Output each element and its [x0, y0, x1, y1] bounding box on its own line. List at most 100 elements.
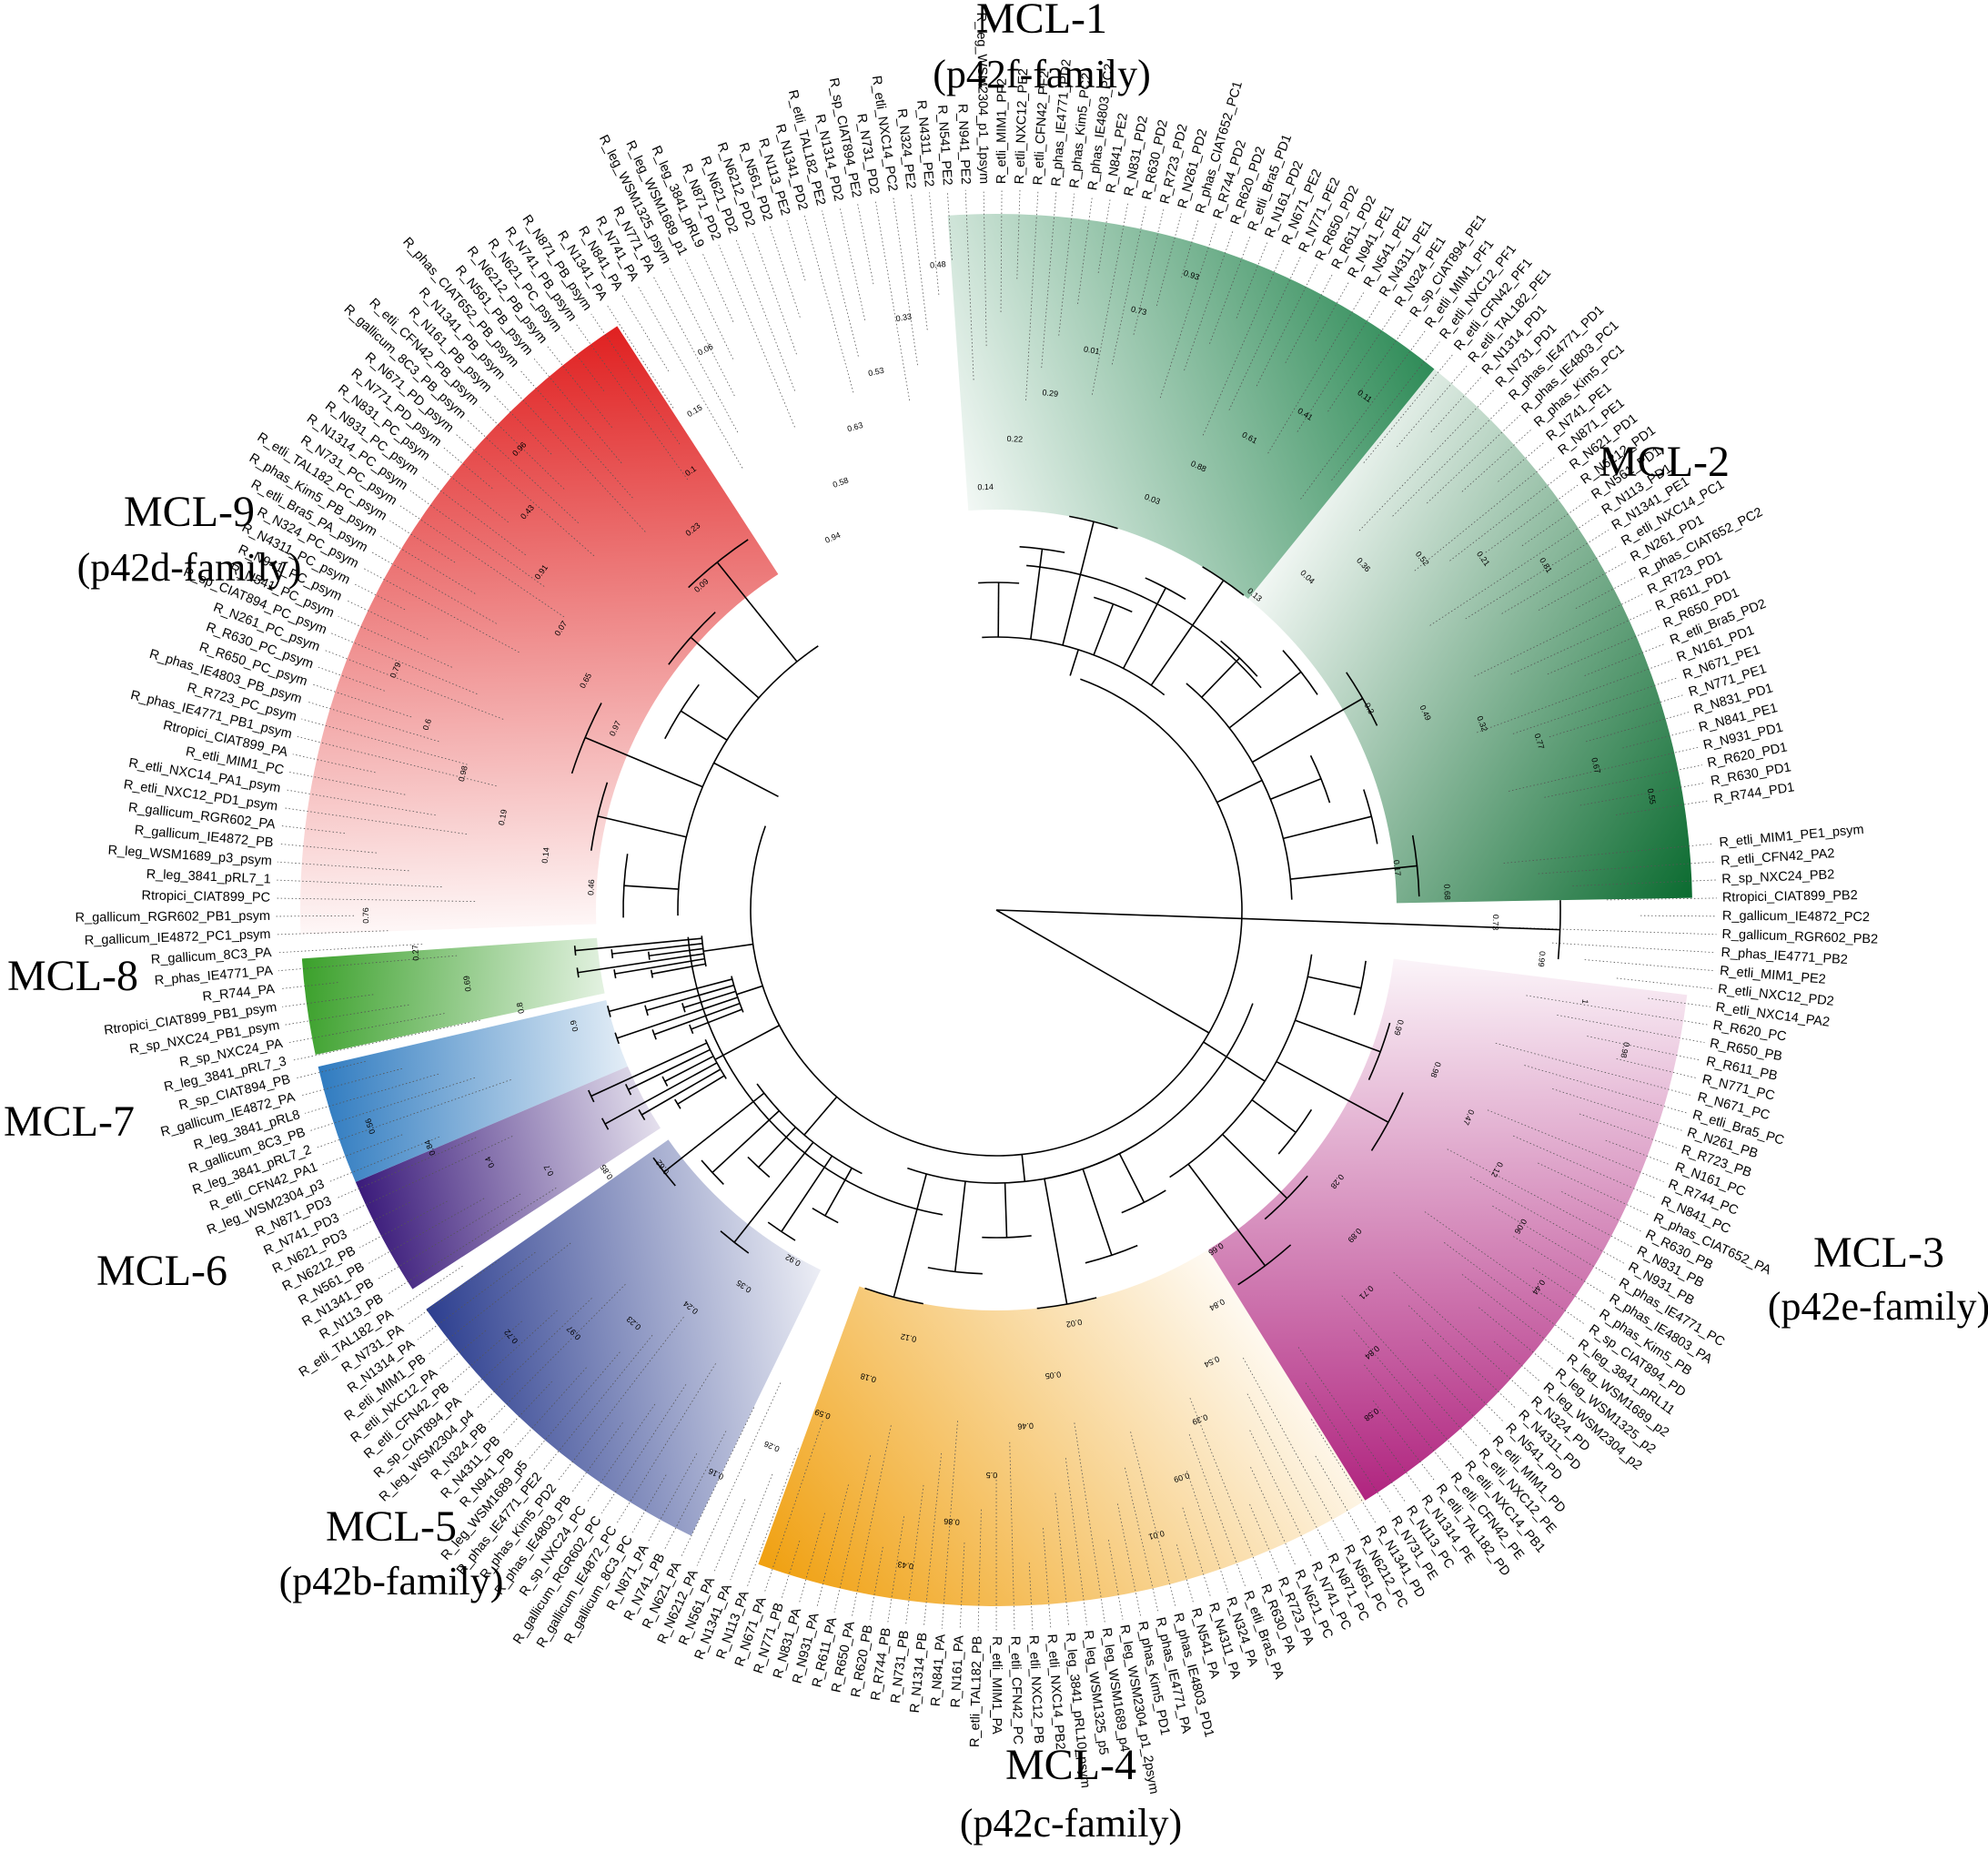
sub-branch	[575, 937, 702, 952]
sub-branch	[1252, 697, 1364, 764]
leaf-guide	[712, 1499, 746, 1573]
sub-arc	[1121, 1189, 1166, 1214]
leaf-guide	[1186, 1471, 1229, 1593]
clade-stem	[1203, 1041, 1266, 1082]
leaf-guide	[606, 303, 674, 409]
leaf-guide	[291, 1019, 480, 1061]
leaf-guide	[1074, 1422, 1105, 1623]
leaf-guide	[306, 701, 439, 743]
leaf-guide	[299, 1067, 402, 1097]
sub-arc	[1145, 577, 1186, 601]
leaf-guide	[455, 433, 595, 557]
leaf-guide	[479, 407, 565, 490]
bootstrap-value: 0.69	[461, 976, 472, 993]
sub-branch	[893, 1173, 927, 1298]
leaf-guide	[1501, 545, 1619, 614]
leaf-guide	[590, 313, 681, 445]
clade-arc	[982, 636, 1166, 696]
sub-branch	[683, 990, 736, 1009]
leaf-guide	[1544, 764, 1702, 798]
sub-arc	[1202, 566, 1245, 596]
leaf-guide	[822, 210, 859, 357]
bootstrap-value: 0.94	[823, 531, 842, 545]
leaf-guide	[576, 324, 689, 480]
clade-arc	[1186, 683, 1293, 900]
leaf-label: Rtropici_CIAT899_PB2	[1722, 888, 1858, 905]
backbone-arc	[1043, 1003, 1254, 1180]
bootstrap-value: 0.8	[515, 1002, 526, 1015]
sub-arc	[1085, 1244, 1138, 1264]
leaf-guide	[1236, 242, 1268, 319]
leaf-label: R_leg_3841_pRL7_1	[146, 867, 271, 887]
leaf-guide	[1077, 196, 1093, 305]
leaf-guide	[1372, 1400, 1436, 1482]
leaf-guide	[476, 1298, 592, 1410]
bootstrap-value: 0.68	[1442, 884, 1452, 900]
clade-wedge-mcl-4	[758, 1249, 1366, 1606]
sub-arc	[1237, 1244, 1292, 1286]
bootstrap-value: 0.22	[1006, 434, 1023, 444]
sub-branch	[616, 996, 739, 1039]
bootstrap-value: 0.43	[897, 1560, 914, 1571]
leaf-label: R_etli_NXC14_PB2	[1044, 1634, 1068, 1750]
clade-family-mcl5: (p42b-family)	[279, 1559, 504, 1603]
leaf-guide	[501, 1381, 552, 1435]
leaf-guide	[1055, 1492, 1070, 1628]
leaf-guide	[1159, 223, 1216, 399]
leaf-guide	[1579, 1113, 1677, 1148]
leaf-guide	[1315, 281, 1350, 341]
leaf-guide	[735, 238, 795, 391]
clade-stem	[703, 943, 753, 953]
leaf-guide	[730, 1473, 773, 1581]
bootstrap-value: 0.06	[696, 342, 714, 358]
sub-branch	[1270, 778, 1322, 800]
clade-stem	[1069, 649, 1079, 676]
leaf-label: R_N541_PE2	[934, 105, 954, 187]
leaf-guide	[318, 666, 385, 692]
leaf-guide	[1188, 1434, 1246, 1587]
sub-branch	[1118, 1153, 1145, 1203]
sub-arc	[647, 951, 651, 960]
leaf-label: R_gallicum_8C3_PA	[150, 946, 272, 967]
sub-branch	[604, 1062, 718, 1125]
bootstrap-value: 0.14	[540, 847, 551, 865]
leaf-guide	[1130, 1431, 1176, 1609]
sub-branch	[646, 984, 734, 1012]
leaf-guide	[428, 1242, 571, 1355]
leaf-guide	[1408, 1305, 1517, 1410]
clade-label-mcl7: MCL-7	[4, 1097, 135, 1146]
leaf-guide	[277, 943, 423, 954]
clade-stem	[714, 1025, 780, 1061]
leaf-guide	[631, 1474, 667, 1532]
sub-branch	[1307, 976, 1362, 989]
leaf-guide	[747, 1448, 799, 1587]
sub-branch	[758, 1127, 796, 1168]
leaf-guide	[769, 226, 801, 318]
leaf-guide	[1512, 677, 1679, 734]
leaf-guide	[1526, 995, 1708, 1026]
sub-arc	[747, 1156, 771, 1178]
leaf-label: R_gallicum_RGR602_PB2	[1721, 927, 1878, 947]
clade-label-mcl5: MCL-5	[326, 1502, 457, 1551]
bootstrap-value: 0.99	[1537, 951, 1548, 967]
leaf-guide	[301, 718, 468, 765]
sub-branch	[611, 942, 703, 955]
leaf-guide	[1228, 256, 1301, 410]
leaf-label: R_gallicum_RGR602_PB1_psym	[76, 909, 271, 926]
leaf-guide	[515, 1367, 587, 1448]
leaf-guide	[1267, 290, 1366, 454]
leaf-guide	[1461, 428, 1533, 492]
clade-arc	[677, 645, 819, 916]
clade-stem	[1216, 779, 1263, 804]
leaf-label: R_etli_CFN42_PC	[1007, 1636, 1024, 1745]
sub-arc	[613, 969, 617, 979]
leaf-guide	[1495, 1042, 1693, 1097]
leaf-guide	[1587, 1036, 1701, 1061]
leaf-guide	[669, 268, 735, 397]
leaf-guide	[1249, 1503, 1280, 1573]
leaf-guide	[336, 1137, 477, 1199]
sub-branch	[824, 1168, 853, 1217]
leaf-guide	[396, 1265, 463, 1310]
clade-wedge-mcl-9	[300, 326, 779, 935]
sub-arc	[978, 582, 1020, 584]
